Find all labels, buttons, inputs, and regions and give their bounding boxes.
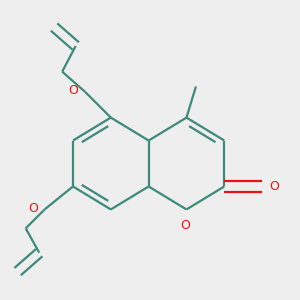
Text: O: O <box>28 202 38 214</box>
Text: O: O <box>269 180 279 193</box>
Text: O: O <box>68 84 78 97</box>
Text: O: O <box>180 219 190 232</box>
